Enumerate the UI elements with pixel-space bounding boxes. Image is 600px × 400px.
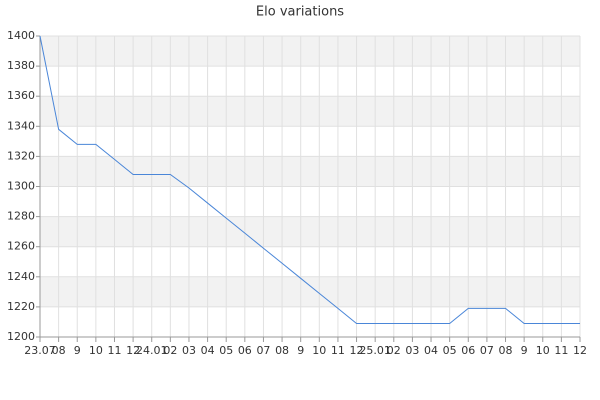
x-tick-label: 24.01 bbox=[136, 344, 168, 357]
x-tick-label: 05 bbox=[443, 344, 457, 357]
x-tick-label: 23.07 bbox=[24, 344, 56, 357]
y-tick-label: 1340 bbox=[7, 119, 35, 132]
chart-title: Elo variations bbox=[256, 5, 344, 20]
y-tick-label: 1240 bbox=[7, 270, 35, 283]
y-tick-label: 1400 bbox=[7, 29, 35, 42]
y-tick-label: 1380 bbox=[7, 59, 35, 72]
y-tick-label: 1280 bbox=[7, 210, 35, 223]
x-tick-label: 12 bbox=[126, 344, 140, 357]
grid-band bbox=[40, 96, 580, 127]
x-tick-label: 02 bbox=[163, 344, 177, 357]
grid-band bbox=[40, 156, 580, 187]
x-tick-label: 07 bbox=[256, 344, 270, 357]
grid-band bbox=[40, 36, 580, 67]
x-tick-label: 11 bbox=[107, 344, 121, 357]
x-tick-label: 9 bbox=[297, 344, 304, 357]
x-tick-label: 06 bbox=[238, 344, 252, 357]
x-tick-label: 02 bbox=[387, 344, 401, 357]
x-tick-label: 04 bbox=[201, 344, 215, 357]
x-tick-label: 10 bbox=[89, 344, 103, 357]
x-tick-label: 25.01 bbox=[359, 344, 391, 357]
x-tick-label: 12 bbox=[573, 344, 587, 357]
x-tick-label: 08 bbox=[499, 344, 513, 357]
x-tick-label: 10 bbox=[536, 344, 550, 357]
y-tick-label: 1320 bbox=[7, 149, 35, 162]
line-series bbox=[39, 35, 580, 324]
x-tick-label: 03 bbox=[405, 344, 419, 357]
x-tick-label: 06 bbox=[461, 344, 475, 357]
x-tick-label: 08 bbox=[275, 344, 289, 357]
x-tick-label: 11 bbox=[554, 344, 568, 357]
y-tick-label: 1220 bbox=[7, 300, 35, 313]
y-tick-label: 1200 bbox=[7, 330, 35, 343]
x-tick-label: 08 bbox=[52, 344, 66, 357]
y-tick-label: 1300 bbox=[7, 180, 35, 193]
x-tick-label: 10 bbox=[312, 344, 326, 357]
x-tick-label: 07 bbox=[480, 344, 494, 357]
x-tick-label: 04 bbox=[424, 344, 438, 357]
x-tick-label: 9 bbox=[521, 344, 528, 357]
x-tick-label: 11 bbox=[331, 344, 345, 357]
x-tick-label: 03 bbox=[182, 344, 196, 357]
x-tick-label: 05 bbox=[219, 344, 233, 357]
grid-band bbox=[40, 276, 580, 307]
y-tick-label: 1360 bbox=[7, 89, 35, 102]
x-tick-label: 12 bbox=[350, 344, 364, 357]
x-tick-label: 9 bbox=[74, 344, 81, 357]
grid-band bbox=[40, 216, 580, 247]
y-tick-label: 1260 bbox=[7, 240, 35, 253]
